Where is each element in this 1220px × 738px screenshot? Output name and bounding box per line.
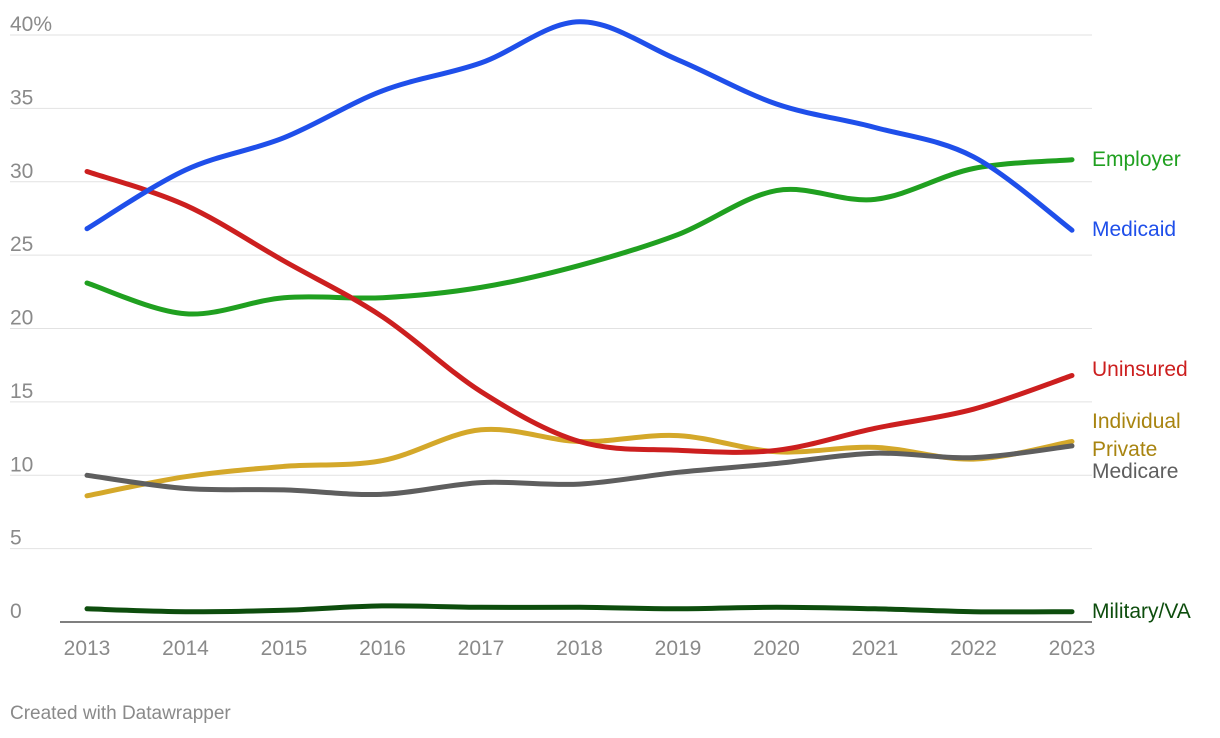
footer-credit[interactable]: Created with Datawrapper (10, 703, 231, 724)
series-label-line: Private (1092, 438, 1157, 461)
series-lines (84, 19, 1075, 615)
y-tick-label: 40% (10, 13, 52, 36)
series-label-individual-private: Individual Private (1092, 410, 1181, 461)
series-label-line: Employer (1092, 148, 1181, 171)
gridlines (10, 34, 1092, 623)
series-label-uninsured: Uninsured (1092, 358, 1188, 381)
series-line-employer (84, 157, 1075, 317)
y-tick-label: 15 (10, 380, 33, 403)
series-line-uninsured (84, 169, 1075, 455)
y-tick-label: 35 (10, 86, 33, 109)
series-label-line: Medicare (1092, 460, 1178, 483)
x-tick-label: 2022 (950, 637, 997, 660)
series-label-medicare: Medicare (1092, 460, 1178, 483)
series-line-military-va (84, 603, 1075, 615)
x-tick-label: 2023 (1049, 637, 1096, 660)
x-tick-label: 2018 (556, 637, 603, 660)
y-tick-label: 0 (10, 600, 22, 623)
series-label-line: Uninsured (1092, 358, 1188, 381)
x-tick-label: 2017 (458, 637, 505, 660)
x-tick-label: 2014 (162, 637, 209, 660)
y-tick-label: 20 (10, 307, 33, 330)
series-labels: Medicaid Employer Uninsured Individual Priva… (1092, 148, 1191, 623)
series-label-employer: Employer (1092, 148, 1181, 171)
y-tick-label: 30 (10, 160, 33, 183)
x-tick-label: 2015 (261, 637, 308, 660)
series-line-medicaid (84, 19, 1075, 233)
series-line-medicare (84, 443, 1075, 498)
y-axis-ticks: 0 5 10 15 20 25 30 35 40% (10, 13, 52, 623)
x-tick-label: 2020 (753, 637, 800, 660)
x-axis-ticks: 2013 2014 2015 2016 2017 2018 2019 2020 2021 2022… (64, 637, 1096, 660)
y-tick-label: 25 (10, 233, 33, 256)
x-tick-label: 2013 (64, 637, 111, 660)
x-tick-label: 2021 (852, 637, 899, 660)
x-tick-label: 2019 (655, 637, 702, 660)
series-label-line: Individual (1092, 410, 1181, 433)
series-label-line: Military/VA (1092, 600, 1191, 623)
series-label-medicaid: Medicaid (1092, 218, 1176, 241)
y-tick-label: 5 (10, 527, 22, 550)
series-label-military-va: Military/VA (1092, 600, 1191, 623)
x-tick-label: 2016 (359, 637, 406, 660)
y-tick-label: 10 (10, 453, 33, 476)
series-label-line: Medicaid (1092, 218, 1176, 241)
